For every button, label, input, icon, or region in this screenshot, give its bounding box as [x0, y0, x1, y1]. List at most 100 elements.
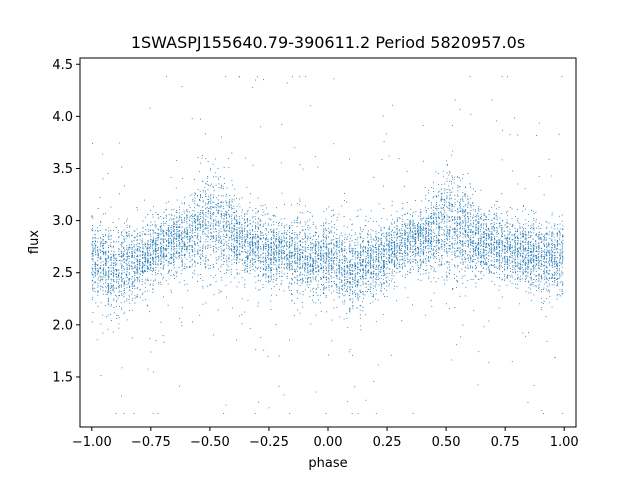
data-point — [221, 279, 223, 281]
data-point — [504, 230, 506, 232]
data-point — [488, 362, 490, 364]
data-point — [451, 210, 452, 212]
data-point — [304, 233, 306, 235]
data-point — [286, 263, 288, 265]
data-point — [343, 267, 345, 269]
data-point — [312, 270, 314, 272]
data-point — [438, 233, 440, 235]
data-point — [410, 221, 412, 223]
data-point — [278, 239, 280, 241]
data-point — [171, 215, 173, 216]
data-point — [407, 235, 409, 237]
data-point — [283, 250, 284, 251]
data-point — [347, 226, 349, 228]
data-point — [205, 225, 207, 227]
data-point — [230, 281, 232, 283]
data-point — [147, 271, 149, 272]
data-point — [477, 243, 479, 245]
data-point — [380, 227, 382, 229]
data-point — [181, 233, 183, 235]
data-point — [391, 271, 393, 273]
data-point — [519, 252, 521, 254]
data-point — [454, 99, 456, 101]
data-point — [151, 224, 153, 226]
data-point — [197, 219, 199, 221]
data-point — [390, 260, 392, 262]
data-point — [428, 276, 430, 278]
data-point — [451, 125, 453, 126]
data-point — [336, 284, 338, 286]
data-point — [226, 236, 228, 238]
data-point — [558, 268, 560, 270]
data-point — [150, 270, 152, 271]
data-point — [448, 216, 450, 218]
data-point — [467, 255, 468, 257]
data-point — [272, 281, 274, 283]
data-point — [525, 257, 527, 259]
data-point — [97, 260, 99, 262]
data-point — [377, 240, 379, 242]
data-point — [344, 276, 346, 277]
data-point — [117, 276, 119, 278]
data-point — [230, 271, 232, 273]
data-point — [438, 230, 440, 232]
data-point — [556, 272, 558, 274]
data-point — [373, 271, 375, 273]
data-point — [443, 198, 445, 200]
data-point — [181, 240, 183, 242]
data-point — [381, 233, 383, 235]
data-point — [435, 216, 437, 218]
data-point — [131, 284, 133, 286]
data-point — [312, 247, 314, 249]
data-point — [457, 209, 459, 210]
data-point — [540, 228, 542, 230]
data-point — [264, 214, 266, 215]
data-point — [338, 273, 340, 275]
data-point — [260, 267, 262, 269]
data-point — [186, 249, 187, 251]
data-point — [96, 290, 98, 292]
data-point — [417, 229, 419, 230]
data-point — [288, 255, 290, 257]
data-point — [285, 242, 287, 244]
data-point — [210, 232, 212, 234]
data-point — [100, 238, 102, 240]
data-point — [475, 268, 477, 269]
data-point — [94, 234, 96, 236]
data-point — [267, 279, 269, 281]
data-point — [301, 278, 303, 280]
data-point — [172, 218, 174, 220]
data-point — [142, 271, 144, 272]
data-point — [152, 242, 154, 244]
data-point — [92, 287, 94, 289]
data-point — [289, 268, 291, 270]
data-point — [394, 256, 396, 258]
data-point — [149, 261, 151, 263]
data-point — [197, 253, 199, 255]
data-point — [391, 231, 393, 233]
data-point — [529, 254, 531, 256]
data-point — [488, 271, 490, 273]
data-point — [220, 200, 222, 202]
data-point — [386, 251, 388, 253]
data-point — [493, 225, 494, 227]
data-point — [108, 286, 110, 288]
data-point — [228, 207, 230, 208]
data-point — [144, 262, 146, 264]
data-point — [391, 246, 393, 248]
data-point — [215, 235, 217, 236]
data-point — [419, 246, 421, 247]
data-point — [213, 212, 215, 214]
data-point — [322, 261, 324, 263]
data-point — [315, 302, 317, 304]
data-point — [331, 265, 332, 267]
data-point — [108, 252, 110, 253]
data-point — [335, 252, 337, 254]
data-point — [473, 219, 475, 221]
data-point — [239, 206, 241, 208]
data-point — [116, 299, 118, 301]
data-point — [522, 271, 524, 273]
data-point — [407, 232, 409, 234]
data-point — [430, 215, 432, 217]
data-point — [186, 258, 188, 260]
